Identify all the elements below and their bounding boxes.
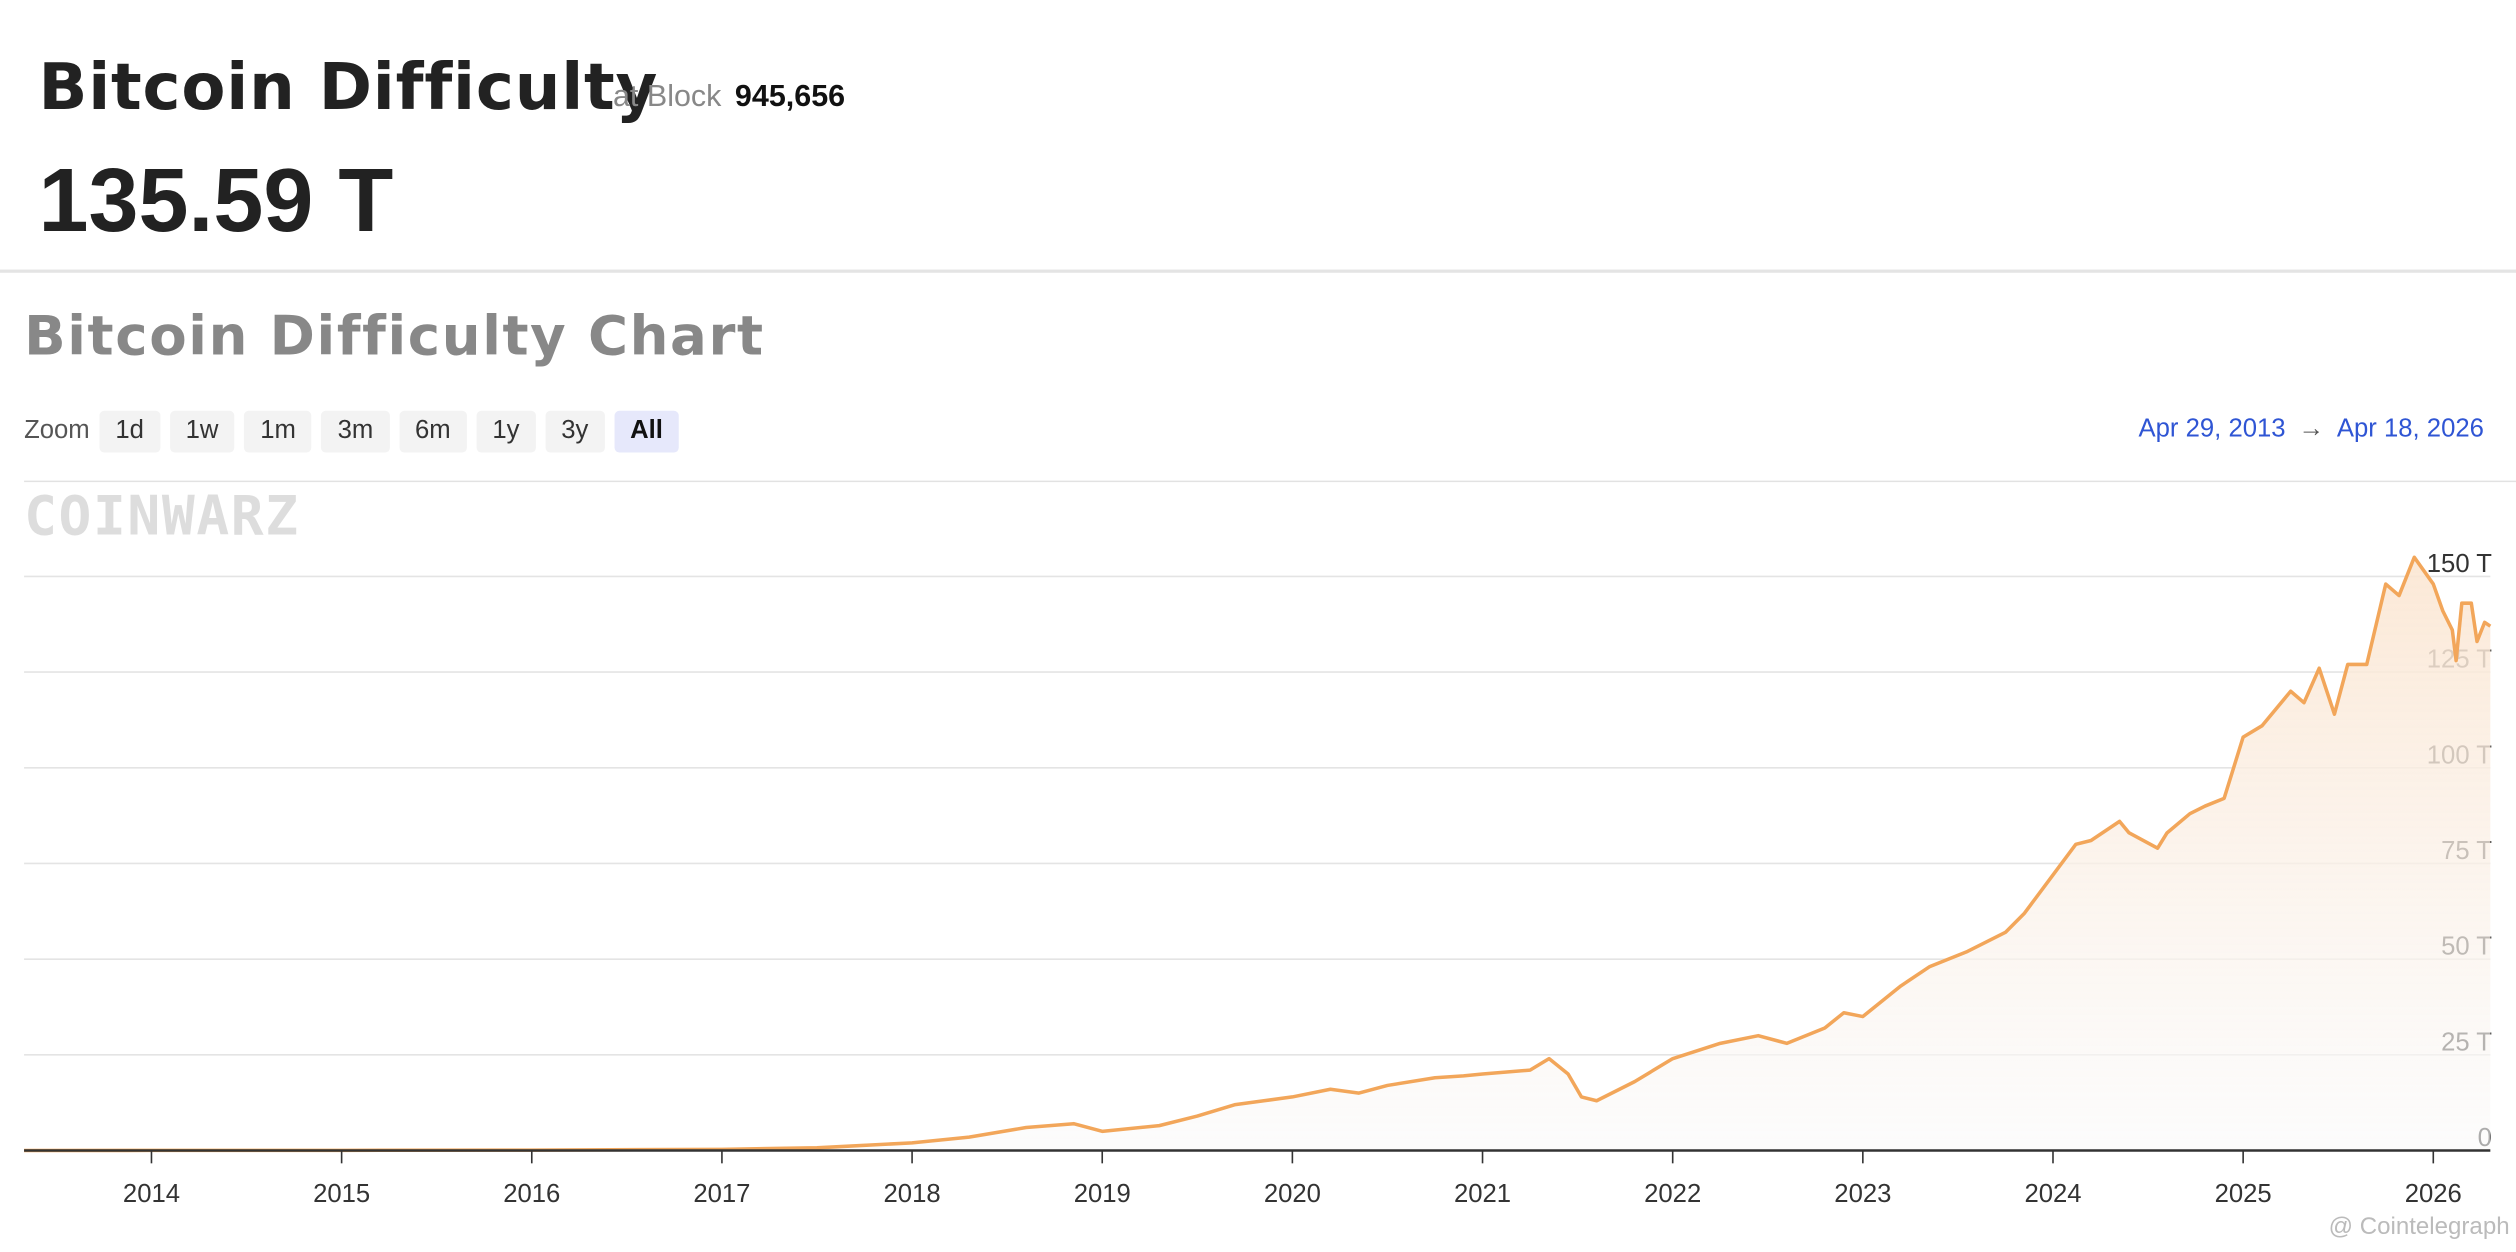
zoom-button[interactable]: 3y	[545, 410, 605, 453]
zoom-button[interactable]: 1d	[99, 410, 160, 453]
x-tick-label: 2023	[1834, 1180, 1891, 1208]
x-tick-label: 2015	[313, 1180, 370, 1208]
zoom-button[interactable]: All	[614, 410, 679, 453]
zoom-bar: Zoom 1d 1w 1m 3m 6m 1y 3y All	[24, 410, 679, 453]
date-range[interactable]: Apr 29, 2013 → Apr 18, 2026	[2138, 415, 2484, 443]
range-to[interactable]: Apr 18, 2026	[2336, 415, 2484, 443]
title: Bitcoin Difficulty	[38, 51, 659, 126]
area-fill	[24, 557, 2491, 1151]
zoom-button[interactable]: 1w	[169, 410, 235, 453]
x-tick-label: 2018	[884, 1180, 941, 1208]
x-tick-label: 2022	[1644, 1180, 1701, 1208]
watermark: COINWARZ	[24, 484, 300, 549]
x-tick-label: 2026	[2405, 1180, 2462, 1208]
zoom-label: Zoom	[24, 417, 90, 445]
zoom-button[interactable]: 6m	[398, 410, 467, 453]
difficulty-value: 135.59 T	[38, 149, 394, 251]
difficulty-line	[24, 555, 2492, 1153]
x-tick-label: 2021	[1454, 1180, 1511, 1208]
y-tick-label: 150 T	[2427, 550, 2492, 578]
x-tick-label: 2014	[123, 1180, 180, 1208]
section-title: Bitcoin Difficulty Chart	[24, 304, 765, 370]
zoom-button[interactable]: 1y	[476, 410, 536, 453]
block-height: 945,656	[734, 80, 846, 114]
x-tick-label: 2016	[503, 1180, 560, 1208]
x-tick-label: 2024	[2024, 1180, 2081, 1208]
block-prefix: at Block	[612, 80, 722, 114]
range-from[interactable]: Apr 29, 2013	[2138, 415, 2286, 443]
zoom-button[interactable]: 3m	[321, 410, 390, 453]
credit: @ Cointelegraph	[2328, 1213, 2510, 1241]
zoom-button[interactable]: 1m	[244, 410, 312, 453]
x-tick-label: 2017	[693, 1180, 750, 1208]
x-tick-label: 2019	[1074, 1180, 1131, 1208]
x-tick-label: 2020	[1264, 1180, 1321, 1208]
x-tick-label: 2025	[2215, 1180, 2272, 1208]
separator	[0, 269, 2516, 273]
